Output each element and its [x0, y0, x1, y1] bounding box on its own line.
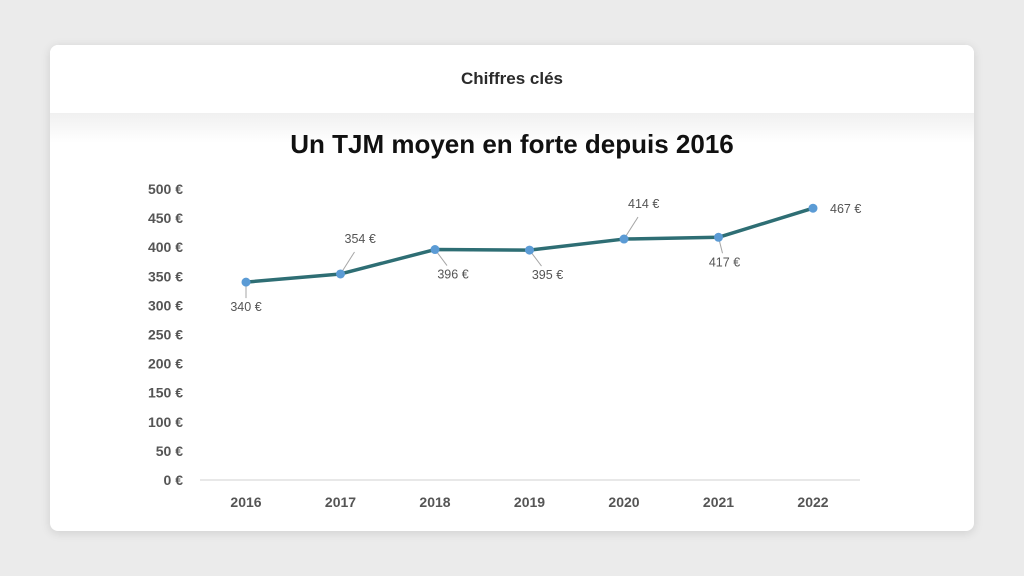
data-label: 467 €: [830, 202, 861, 216]
data-label: 414 €: [628, 197, 659, 211]
y-tick-label: 50 €: [156, 443, 183, 459]
data-label: 395 €: [532, 268, 563, 282]
data-point: [619, 234, 629, 244]
chart-card: Chiffres clés Un TJM moyen en forte depu…: [50, 45, 974, 531]
data-point: [241, 277, 251, 287]
y-tick-label: 200 €: [148, 356, 183, 372]
y-tick-label: 450 €: [148, 210, 183, 226]
data-point: [808, 203, 818, 213]
data-point: [430, 245, 440, 255]
y-tick-label: 100 €: [148, 414, 183, 430]
data-label: 354 €: [345, 232, 376, 246]
y-tick-label: 250 €: [148, 327, 183, 343]
x-tick-label: 2022: [797, 494, 828, 510]
data-point: [714, 232, 723, 242]
card-header: Chiffres clés: [50, 45, 974, 113]
chart-title: Un TJM moyen en forte depuis 2016: [290, 129, 734, 159]
y-tick-label: 350 €: [148, 268, 183, 284]
data-label: 417 €: [709, 255, 740, 269]
y-tick-label: 300 €: [148, 297, 183, 313]
data-label: 396 €: [437, 268, 468, 282]
x-tick-label: 2020: [608, 494, 639, 510]
y-tick-label: 400 €: [148, 239, 183, 255]
y-tick-label: 0 €: [164, 472, 184, 488]
card-header-label: Chiffres clés: [460, 69, 564, 88]
x-tick-label: 2018: [419, 494, 450, 510]
x-tick-label: 2016: [230, 494, 261, 510]
x-tick-label: 2017: [325, 494, 356, 510]
data-label: 340 €: [230, 300, 261, 314]
y-tick-label: 150 €: [148, 385, 183, 401]
y-tick-label: 500 €: [148, 181, 183, 197]
x-tick-label: 2019: [514, 494, 545, 510]
data-point: [336, 269, 345, 279]
header-divider-shadow: [50, 113, 974, 143]
series-line: [244, 206, 815, 284]
x-tick-label: 2021: [703, 494, 734, 510]
data-point: [525, 245, 534, 255]
